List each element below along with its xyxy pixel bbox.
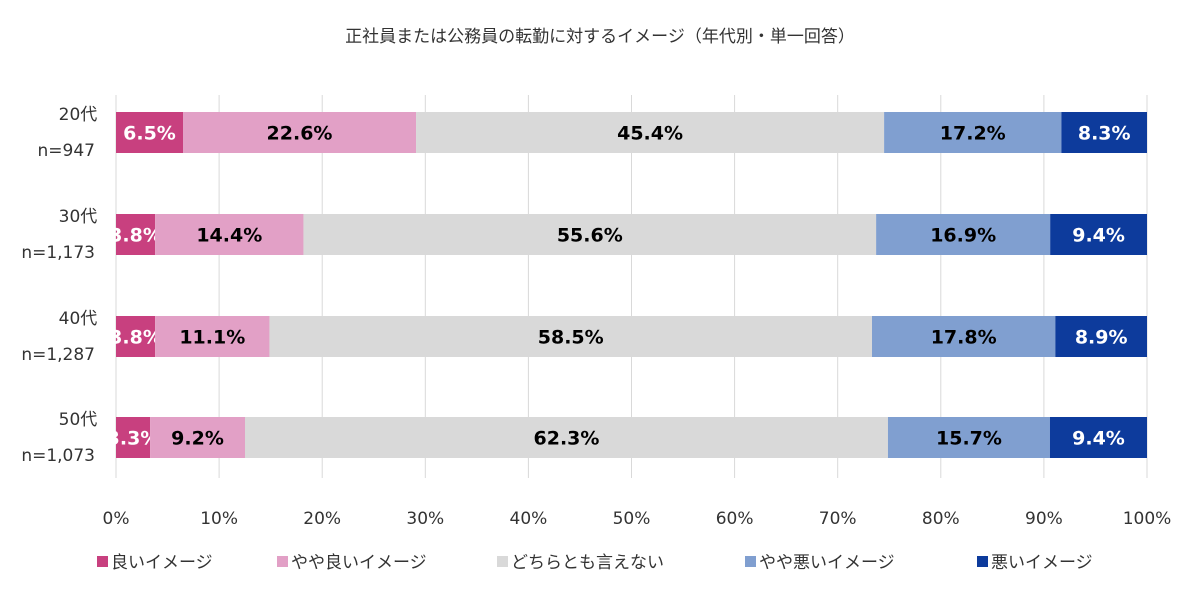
data-label: 22.6% (267, 123, 333, 145)
bar-segment (155, 316, 270, 357)
legend-swatch (97, 556, 108, 567)
category-label: 30代 (59, 207, 98, 227)
category-label: 50代 (59, 410, 98, 430)
bar-segment (303, 214, 877, 255)
data-label: 3.3% (107, 428, 160, 450)
category-n-label: n=1,173 (21, 243, 95, 263)
legend-swatch (277, 556, 288, 567)
category-n-label: n=947 (38, 141, 95, 161)
data-label: 16.9% (930, 225, 996, 247)
x-tick-label: 90% (1025, 509, 1063, 529)
legend-swatch (977, 556, 988, 567)
data-label: 9.4% (1072, 225, 1125, 247)
bar-segment (116, 112, 184, 153)
data-label: 14.4% (196, 225, 262, 247)
data-label: 9.4% (1072, 428, 1125, 450)
x-tick-label: 40% (510, 509, 548, 529)
category-n-label: n=1,287 (21, 345, 95, 365)
legend-swatch (745, 556, 756, 567)
x-tick-label: 80% (922, 509, 960, 529)
bar-segment (116, 316, 156, 357)
data-label: 55.6% (557, 225, 623, 247)
legend-label: やや悪いイメージ (759, 553, 895, 573)
bar-segment (116, 214, 156, 255)
bar-segment (155, 214, 304, 255)
legend-label: 悪いイメージ (991, 553, 1093, 573)
x-tick-label: 70% (819, 509, 857, 529)
data-label: 15.7% (936, 428, 1002, 450)
x-tick-label: 100% (1123, 509, 1172, 529)
bar-segment (1049, 417, 1147, 458)
bar-segment (871, 316, 1056, 357)
category-label: 40代 (59, 309, 98, 329)
x-tick-label: 30% (406, 509, 444, 529)
data-label: 45.4% (617, 123, 683, 145)
x-tick-label: 50% (613, 509, 651, 529)
bar-segment (245, 417, 888, 458)
data-label: 17.2% (940, 123, 1006, 145)
legend-label: 良いイメージ (111, 553, 213, 573)
data-label: 9.2% (171, 428, 224, 450)
legend-label: どちらとも言えない (511, 553, 664, 573)
data-label: 6.5% (123, 123, 176, 145)
data-label: 17.8% (931, 327, 997, 349)
bar-segment (884, 112, 1062, 153)
bar-segment (116, 417, 151, 458)
bar-segment (1055, 316, 1147, 357)
data-label: 8.9% (1075, 327, 1128, 349)
bar-segment (876, 214, 1051, 255)
bar-segment (887, 417, 1050, 458)
category-n-label: n=1,073 (21, 446, 95, 466)
data-label: 11.1% (179, 327, 245, 349)
bar-segment (150, 417, 246, 458)
bar-segment (183, 112, 417, 153)
data-label: 3.8% (109, 225, 162, 247)
data-label: 62.3% (534, 428, 600, 450)
x-tick-label: 60% (716, 509, 754, 529)
bar-segment (1061, 112, 1147, 153)
x-tick-label: 10% (200, 509, 238, 529)
category-label: 20代 (59, 105, 98, 125)
legend-swatch (497, 556, 508, 567)
x-tick-label: 20% (303, 509, 341, 529)
bar-segment (269, 316, 872, 357)
chart-title: 正社員または公務員の転勤に対するイメージ（年代別・単一回答） (345, 27, 855, 47)
data-label: 58.5% (538, 327, 604, 349)
bar-segment (416, 112, 885, 153)
data-label: 8.3% (1078, 123, 1131, 145)
data-label: 3.8% (109, 327, 162, 349)
x-tick-label: 0% (103, 509, 130, 529)
legend-label: やや良いイメージ (291, 553, 427, 573)
bar-segment (1050, 214, 1147, 255)
